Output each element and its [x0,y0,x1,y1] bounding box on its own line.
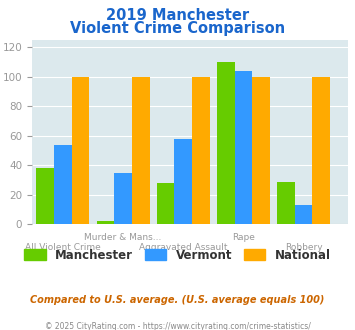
Bar [252,77,270,224]
Bar [54,145,72,224]
Bar [36,168,54,224]
Bar [277,182,295,224]
Text: 2019 Manchester: 2019 Manchester [106,8,249,23]
Bar [192,77,210,224]
Bar [174,139,192,224]
Text: Violent Crime Comparison: Violent Crime Comparison [70,21,285,36]
Text: Compared to U.S. average. (U.S. average equals 100): Compared to U.S. average. (U.S. average … [30,295,325,305]
Text: Robbery: Robbery [285,243,322,251]
Bar [235,71,252,224]
Bar [132,77,150,224]
Bar [312,77,330,224]
Text: Rape: Rape [232,233,255,242]
Bar [157,183,174,224]
Legend: Manchester, Vermont, National: Manchester, Vermont, National [20,244,335,266]
Text: Aggravated Assault: Aggravated Assault [139,243,228,251]
Bar [217,62,235,224]
Bar [114,173,132,224]
Bar [97,221,114,224]
Bar [72,77,89,224]
Bar [295,205,312,224]
Text: All Violent Crime: All Violent Crime [25,243,101,251]
Text: © 2025 CityRating.com - https://www.cityrating.com/crime-statistics/: © 2025 CityRating.com - https://www.city… [45,322,310,330]
Text: Murder & Mans...: Murder & Mans... [84,233,162,242]
